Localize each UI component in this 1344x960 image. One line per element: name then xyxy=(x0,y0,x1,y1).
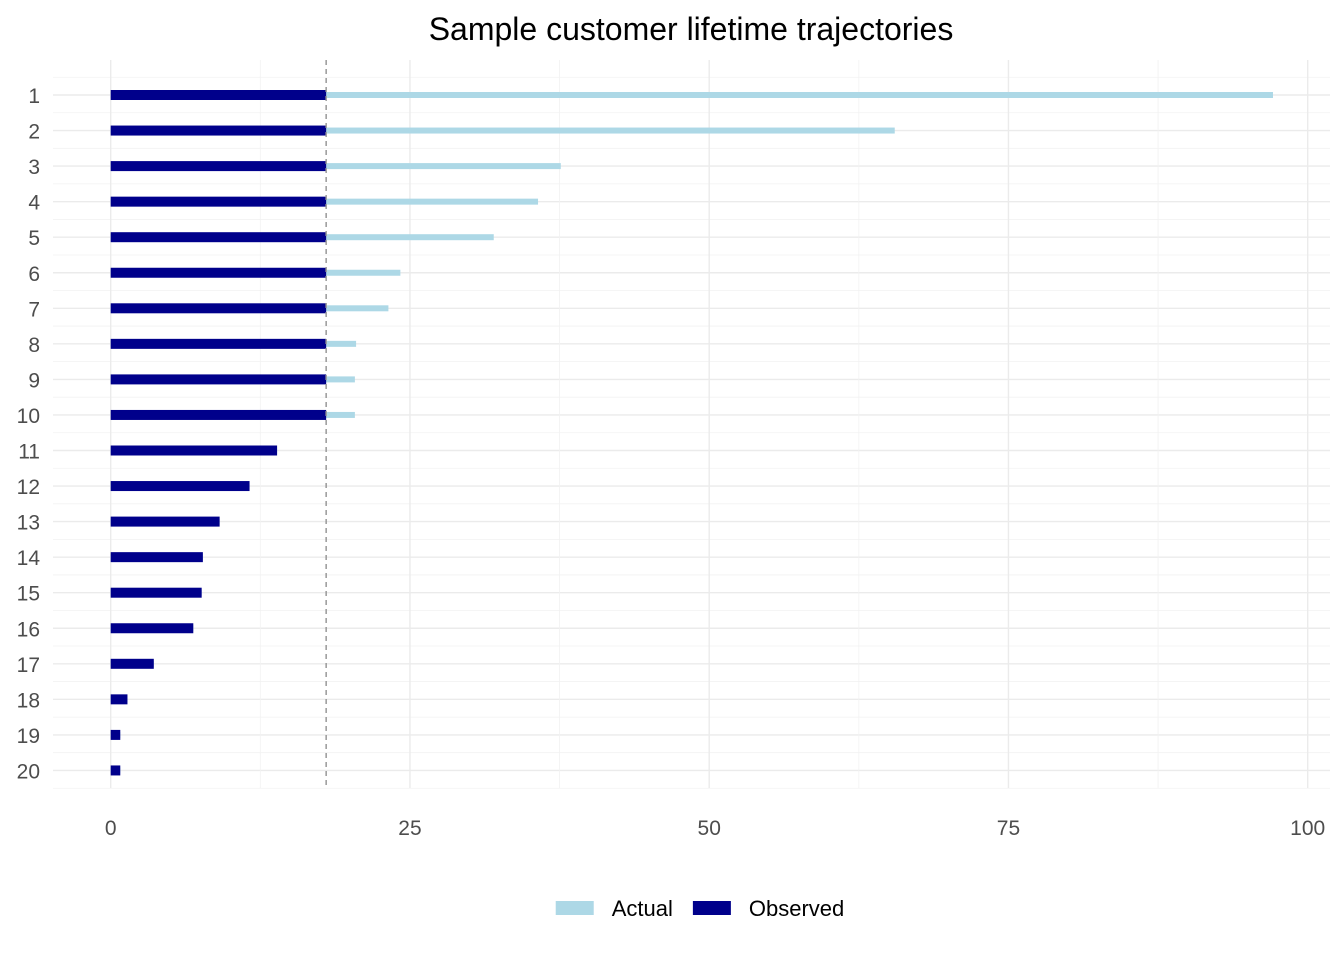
bar-observed xyxy=(110,658,154,669)
y-tick-label: 20 xyxy=(17,760,40,783)
y-tick-label: 8 xyxy=(28,334,40,357)
bar-actual xyxy=(110,127,895,134)
bar-observed xyxy=(110,765,121,776)
bar-observed xyxy=(110,125,327,136)
y-tick-label: 7 xyxy=(28,298,40,321)
bar-observed xyxy=(110,161,327,172)
y-tick-label: 10 xyxy=(17,405,40,428)
bar-observed xyxy=(110,267,327,278)
bar-observed xyxy=(110,409,327,420)
y-tick-label: 6 xyxy=(28,263,40,286)
bar-observed xyxy=(110,303,327,314)
y-tick-label: 19 xyxy=(17,725,40,748)
bars-layer xyxy=(110,90,1273,776)
bar-observed xyxy=(110,516,220,527)
bar-observed xyxy=(110,90,327,100)
y-tick-label: 11 xyxy=(18,441,40,464)
y-tick-label: 17 xyxy=(17,654,40,677)
x-tick-label: 25 xyxy=(398,817,421,840)
legend-label-observed: Observed xyxy=(749,896,844,921)
y-tick-label: 4 xyxy=(28,192,40,215)
bar-observed xyxy=(110,694,128,705)
x-tick-label: 75 xyxy=(997,817,1020,840)
y-tick-label: 1 xyxy=(28,85,40,108)
bar-actual xyxy=(110,163,561,170)
x-tick-label: 100 xyxy=(1290,817,1325,840)
y-tick-label: 13 xyxy=(17,512,40,535)
x-axis: 0 25 50 75 100 xyxy=(105,817,1325,840)
legend: Actual Observed xyxy=(555,896,844,921)
bar-observed xyxy=(110,552,203,563)
bar-observed xyxy=(110,196,327,207)
bar-observed xyxy=(110,587,202,598)
y-tick-label: 16 xyxy=(17,618,40,641)
bar-actual xyxy=(110,92,1273,98)
y-tick-label: 5 xyxy=(28,227,40,250)
bar-observed xyxy=(110,445,278,456)
legend-swatch-observed xyxy=(692,901,731,915)
bar-observed xyxy=(110,729,121,740)
bar-observed xyxy=(110,481,250,492)
bar-observed xyxy=(110,232,327,243)
y-tick-label: 14 xyxy=(17,547,41,570)
y-tick-label: 9 xyxy=(28,369,40,392)
bar-observed xyxy=(110,374,327,385)
bar-observed xyxy=(110,623,194,634)
y-tick-label: 3 xyxy=(28,156,40,179)
x-tick-label: 50 xyxy=(698,817,721,840)
x-tick-label: 0 xyxy=(105,817,117,840)
chart-title: Sample customer lifetime trajectories xyxy=(429,11,954,47)
legend-swatch-actual xyxy=(555,901,594,915)
y-tick-label: 12 xyxy=(17,476,40,499)
y-tick-label: 18 xyxy=(17,689,40,712)
legend-label-actual: Actual xyxy=(612,896,673,921)
y-tick-label: 2 xyxy=(28,121,40,144)
bar-observed xyxy=(110,338,327,349)
y-tick-label: 15 xyxy=(17,583,40,606)
